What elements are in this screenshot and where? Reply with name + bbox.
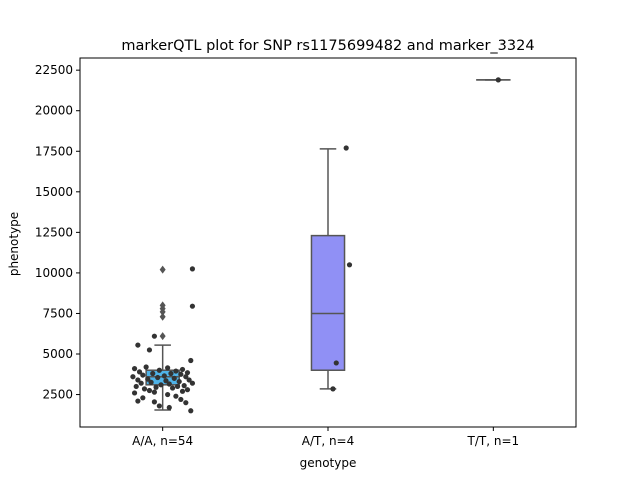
data-point [135, 377, 141, 383]
data-point [173, 393, 179, 399]
data-point [135, 398, 141, 404]
y-tick-label: 20000 [35, 104, 73, 118]
x-tick-label: A/A, n=54 [132, 434, 193, 448]
data-point [151, 333, 157, 339]
data-point [136, 369, 143, 375]
y-axis: 2500 5000 7500 10000 12500 15000 17500 20000 225… [35, 63, 80, 402]
outlier-marker [159, 265, 166, 274]
y-tick-label: 7500 [42, 306, 73, 320]
data-point [169, 385, 176, 391]
data-point [143, 364, 149, 370]
y-tick-label: 5000 [42, 347, 73, 361]
data-point [330, 386, 336, 392]
data-point [145, 376, 151, 382]
data-point [174, 383, 181, 390]
x-axis-label: genotype [300, 456, 357, 470]
data-point [141, 386, 148, 392]
data-point [189, 380, 196, 386]
data-point [171, 375, 177, 381]
data-point [151, 389, 157, 395]
data-point [131, 366, 138, 372]
data-point [165, 391, 171, 398]
x-tick-label: T/T, n=1 [467, 434, 520, 448]
y-tick-label: 15000 [35, 185, 73, 199]
data-point [346, 262, 353, 268]
data-point [130, 374, 136, 380]
data-point [333, 360, 339, 366]
y-tick-label: 22500 [35, 63, 73, 77]
chart-title: markerQTL plot for SNP rs1175699482 and … [121, 38, 534, 54]
data-point [184, 370, 191, 376]
data-point [133, 383, 139, 390]
data-point [183, 400, 189, 406]
data-point [189, 303, 196, 309]
data-point [173, 368, 179, 374]
data-point [176, 378, 182, 385]
data-point [135, 342, 141, 348]
data-point [188, 408, 194, 414]
outlier-marker [159, 307, 166, 316]
data-point [188, 357, 194, 364]
outlier-marker [159, 312, 166, 321]
x-axis: A/A, n=54 A/T, n=4 T/T, n=1 [132, 427, 519, 448]
data-point [165, 365, 171, 371]
data-point [168, 370, 174, 377]
box-layer [145, 79, 511, 411]
data-point [163, 378, 169, 384]
data-point [184, 387, 191, 393]
data-point [148, 379, 154, 385]
outlier-marker [159, 332, 166, 341]
data-point [131, 390, 138, 396]
y-tick-label: 12500 [35, 225, 73, 239]
data-point [166, 404, 172, 411]
data-point [156, 403, 162, 409]
point-layer [130, 77, 501, 414]
data-point [189, 266, 196, 272]
y-tick-label: 17500 [35, 144, 73, 158]
data-point [179, 388, 186, 394]
data-point [150, 370, 156, 377]
data-point [153, 384, 159, 390]
data-point [158, 382, 164, 388]
data-point [181, 383, 187, 389]
data-point [140, 395, 146, 401]
data-point [166, 381, 172, 387]
data-point [495, 77, 501, 83]
data-point [140, 372, 146, 378]
data-point [179, 366, 186, 373]
data-point [146, 347, 153, 353]
data-point [156, 367, 162, 373]
data-point [343, 145, 349, 151]
y-axis-label: phenotype [7, 212, 21, 276]
y-tick-label: 10000 [35, 266, 73, 280]
data-point [178, 371, 184, 377]
data-point [146, 387, 153, 394]
data-point [155, 374, 161, 381]
y-tick-label: 2500 [42, 388, 73, 402]
data-point [186, 377, 192, 383]
box [310, 234, 346, 371]
data-point [151, 399, 157, 405]
data-point [161, 373, 167, 379]
data-point [138, 380, 144, 386]
data-point [178, 396, 184, 403]
data-point [183, 374, 189, 380]
x-tick-label: A/T, n=4 [302, 434, 355, 448]
